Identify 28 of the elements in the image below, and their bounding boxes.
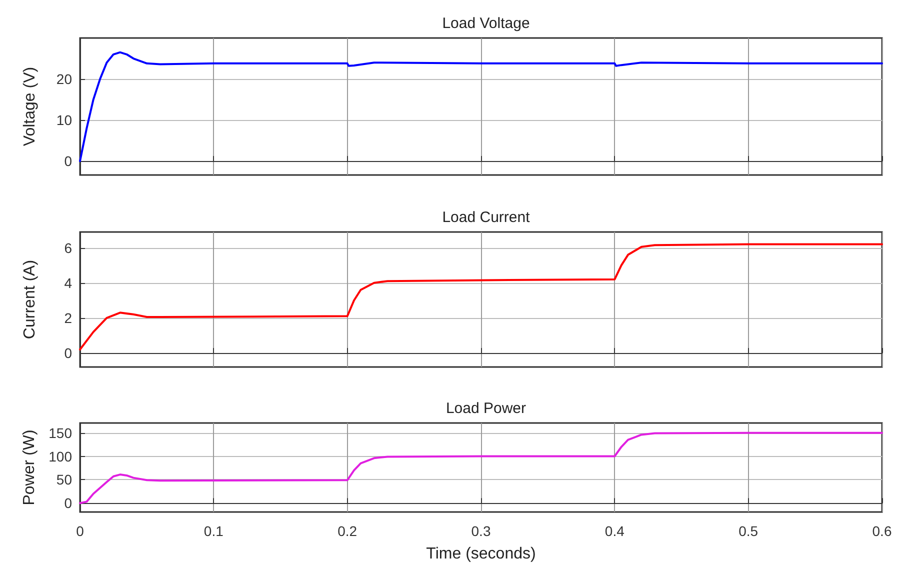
y-tick-label: 0 <box>64 344 72 361</box>
chart-title: Load Current <box>442 209 531 226</box>
chart-title: Load Power <box>446 400 526 417</box>
x-tick-label: 0.5 <box>738 523 758 539</box>
y-axis-title: Current (A) <box>22 260 38 340</box>
line-series <box>79 432 883 504</box>
y-axis-title: Voltage (V) <box>22 66 38 146</box>
x-axis-title: Time (seconds) <box>426 546 536 562</box>
x-tick-label: 0.6 <box>872 523 892 539</box>
x-tick-label: 0 <box>76 523 84 539</box>
y-tick-label: 4 <box>64 274 72 291</box>
y-axis-title: Power (W) <box>21 430 38 506</box>
line-series <box>79 51 883 162</box>
x-tick-label: 0.4 <box>604 523 625 539</box>
x-tick-label: 0.3 <box>471 523 491 539</box>
x-tick-label: 0.1 <box>204 523 224 539</box>
y-tick-label: 10 <box>56 112 72 128</box>
y-tick-label: 50 <box>56 472 72 488</box>
y-tick-label: 6 <box>64 240 72 256</box>
y-tick-label: 0 <box>64 495 72 512</box>
x-tick-label: 0.2 <box>338 523 358 539</box>
y-tick-label: 0 <box>64 153 72 170</box>
line-series <box>79 243 883 350</box>
y-tick-label: 100 <box>48 448 72 464</box>
chart-title: Load Voltage <box>442 15 530 32</box>
y-tick-label: 150 <box>48 424 72 441</box>
y-tick-label: 2 <box>64 310 72 326</box>
y-tick-label: 20 <box>56 71 72 88</box>
